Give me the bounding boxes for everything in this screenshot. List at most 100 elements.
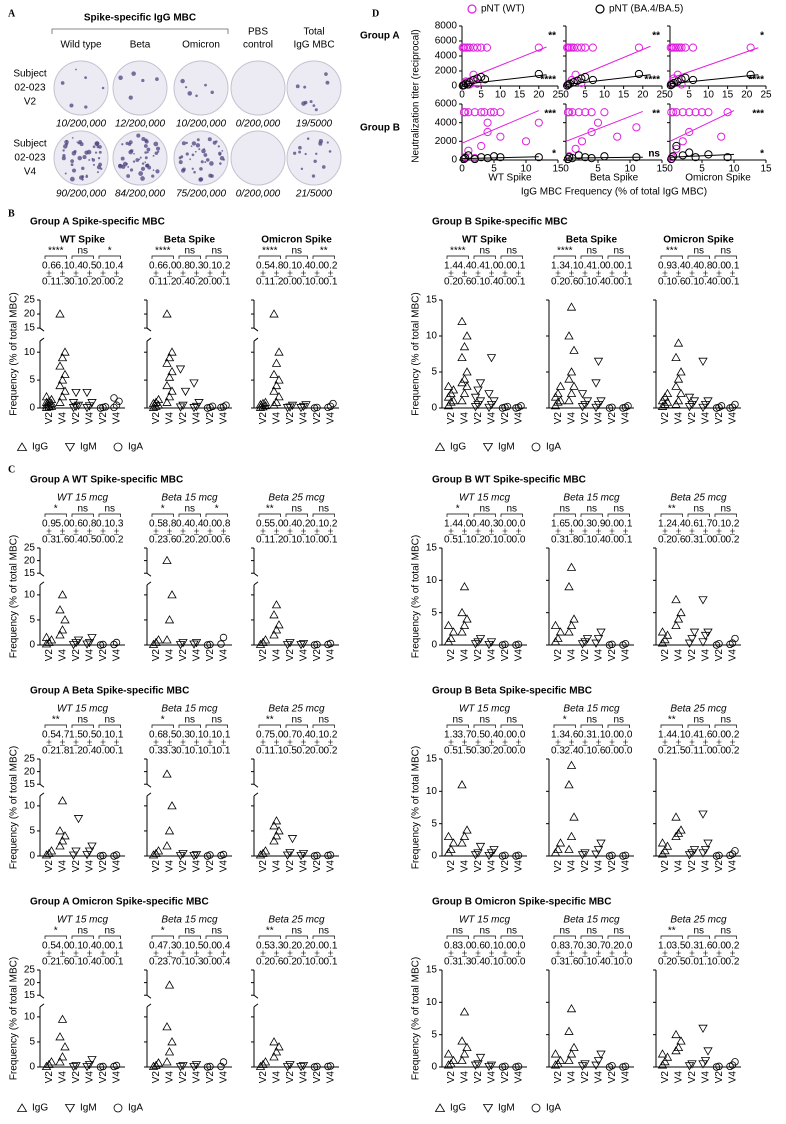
data-point [269,386,279,395]
data-point [566,1003,577,1013]
mean-label: 0.0 [498,261,512,272]
data-point [470,393,481,403]
plus-minus [676,528,681,535]
x-tick-label: V4 [728,1071,739,1084]
y-tick-label: 0 [451,155,457,166]
legend-label: IgG [32,442,48,453]
x-tick-label: 15 [722,90,734,101]
legend-marker [467,4,477,14]
plus-minus [569,739,574,746]
data-point [329,399,337,408]
plus-minus [555,270,561,277]
x-tick-label: V4 [728,860,739,873]
mean-label: 5.0 [270,519,284,530]
spot [91,158,96,162]
data-point [486,1061,497,1070]
significance: * [161,926,165,937]
x-tick-label: V4 [728,649,739,662]
data-point [55,1057,65,1066]
y-axis-label: Frequency (% of total MBC) [9,957,20,1080]
data-point [746,43,755,52]
spot [61,156,66,161]
data-point [459,1049,470,1058]
data-point [470,1061,481,1070]
plus-minus [582,528,588,535]
mean-label: 0.2 [726,730,740,741]
plus-minus [703,528,708,535]
data-point [632,123,641,132]
sig-bracket [687,935,710,939]
sem-label: 0.1 [685,277,699,288]
data-point [271,600,282,609]
x-tick-label: V2 [151,649,162,662]
spot [77,142,80,145]
mean-label: 0.3 [110,519,124,530]
data-point [577,390,588,399]
data-point [162,397,172,406]
data-point [580,849,590,858]
spot [325,80,330,85]
data-point [55,841,65,850]
x-tick-label: 10 [624,164,636,175]
sig-bracket [98,724,121,728]
data-point [178,850,188,859]
data-point [715,640,723,648]
mean-label: 0.0 [310,261,324,272]
sig-bracket [71,255,94,259]
plus-minus [676,270,681,277]
plus-minus [46,270,52,277]
mean-label: 0.4 [685,730,699,741]
spot [187,91,193,96]
plus-minus [221,528,226,535]
sig-bracket [500,724,523,728]
data-point [731,634,739,643]
plus-minus [60,528,65,535]
data-point [162,380,172,390]
significance: ns [613,926,624,937]
data-point [41,392,52,401]
data-point [87,399,97,408]
mean-label: 0.1 [324,941,338,952]
sem-label: 1.2 [69,746,83,757]
column-label: IgG MBC [293,40,334,51]
data-point [167,801,177,810]
sig-bracket [714,255,737,259]
data-point [521,137,531,146]
axis-break [39,572,45,586]
data-point [287,401,298,411]
panel-letter: B [8,208,15,219]
significance: ns [720,715,731,726]
data-point [99,403,107,412]
significance: ns [613,504,624,515]
data-point [87,1056,97,1065]
data-point [671,620,681,629]
data-point [203,641,212,649]
spot [181,141,186,146]
spot [315,152,318,155]
sig-bracket [178,724,201,728]
mean-label: 0.8 [83,519,97,530]
data-point [313,1062,321,1071]
panel-letter: D [372,8,379,19]
y-tick-label: 0 [431,640,437,651]
data-point [671,594,681,604]
significance: **** [540,75,556,86]
sig-bracket [446,935,469,939]
plus-minus [287,270,293,277]
mean-label: 0.3 [190,261,204,272]
significance: **** [155,246,171,257]
spot [98,144,102,149]
x-tick-label: V4 [460,860,471,873]
mean-label: 0.6 [42,261,56,272]
spot [199,167,203,171]
significance: * [760,31,764,42]
data-point [46,394,57,404]
mean-label: 0.1 [176,941,190,952]
mean-label: 4.0 [458,519,472,530]
data-point [443,831,454,840]
data-point [162,555,172,565]
sig-bracket [312,513,335,517]
mean-label: 1.5 [69,730,83,741]
spot [118,163,122,168]
spot [88,159,91,161]
